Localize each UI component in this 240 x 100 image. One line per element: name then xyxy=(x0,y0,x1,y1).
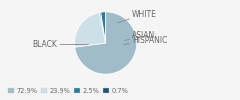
Legend: 72.9%, 23.9%, 2.5%, 0.7%: 72.9%, 23.9%, 2.5%, 0.7% xyxy=(6,85,131,97)
Text: ASIAN: ASIAN xyxy=(125,31,155,40)
Wedge shape xyxy=(75,12,137,74)
Text: BLACK: BLACK xyxy=(32,40,88,49)
Wedge shape xyxy=(74,12,106,47)
Text: HISPANIC: HISPANIC xyxy=(124,36,168,45)
Text: WHITE: WHITE xyxy=(117,10,157,23)
Wedge shape xyxy=(99,12,106,43)
Wedge shape xyxy=(101,12,106,43)
